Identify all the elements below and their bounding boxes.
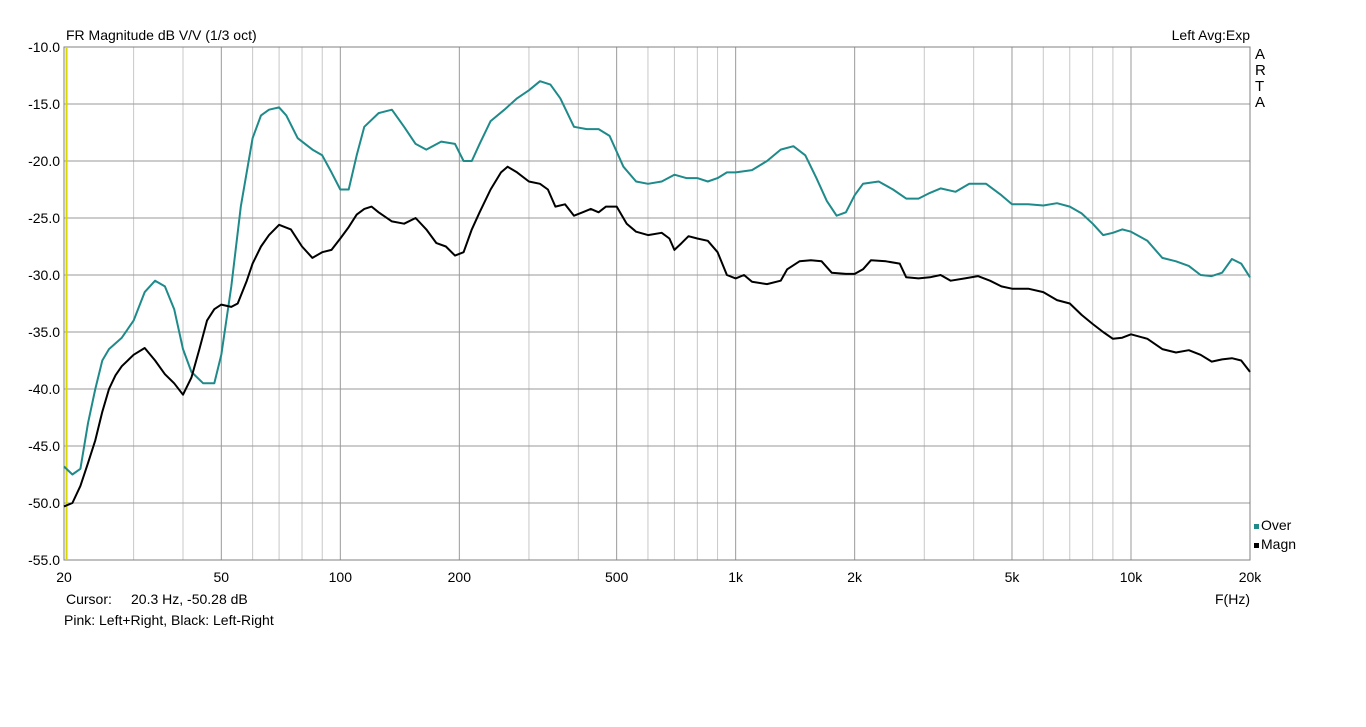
legend-item-over: Over bbox=[1254, 517, 1291, 533]
legend-swatch-over bbox=[1254, 523, 1259, 529]
x-tick-label: 10k bbox=[1120, 569, 1144, 585]
y-tick-label: -25.0 bbox=[28, 210, 60, 226]
x-tick-label: 20 bbox=[56, 569, 72, 585]
legend-label-magn: Magn bbox=[1261, 536, 1297, 552]
y-tick-labels: -10.0 -15.0 -20.0 -25.0 -30.0 -35.0 -40.0 -45.0… bbox=[28, 39, 60, 568]
x-tick-label: 1k bbox=[728, 569, 744, 585]
arta-logo-letter: R bbox=[1255, 62, 1266, 79]
x-tick-label: 200 bbox=[448, 569, 472, 585]
y-tick-label: -40.0 bbox=[28, 381, 60, 397]
legend-label-over: Over bbox=[1261, 517, 1292, 533]
y-tick-label: -20.0 bbox=[28, 153, 60, 169]
arta-logo: A R T A bbox=[1255, 47, 1269, 111]
y-tick-label: -30.0 bbox=[28, 267, 60, 283]
legend-item-magn: Magn bbox=[1254, 536, 1296, 552]
y-tick-label: -55.0 bbox=[28, 552, 60, 568]
y-tick-label: -35.0 bbox=[28, 324, 60, 340]
x-tick-label: 20k bbox=[1239, 569, 1263, 585]
x-tick-label: 50 bbox=[214, 569, 230, 585]
x-axis-label: F(Hz) bbox=[1215, 591, 1250, 607]
trace-color-note: Pink: Left+Right, Black: Left-Right bbox=[64, 612, 274, 628]
arta-logo-letter: A bbox=[1255, 94, 1266, 111]
plot-grid bbox=[64, 47, 1250, 560]
cursor-readout-label: Cursor: bbox=[66, 591, 112, 607]
cursor-readout-value: 20.3 Hz, -50.28 dB bbox=[131, 591, 248, 607]
y-tick-label: -10.0 bbox=[28, 39, 60, 55]
chart-title: FR Magnitude dB V/V (1/3 oct) bbox=[66, 27, 257, 43]
x-tick-label: 5k bbox=[1005, 569, 1021, 585]
x-tick-labels: 20 50 100 200 500 1k 2k 5k 10k 20k bbox=[56, 569, 1262, 585]
arta-logo-letter: A bbox=[1255, 46, 1266, 63]
series-line-over bbox=[63, 80, 1251, 476]
x-tick-label: 500 bbox=[605, 569, 629, 585]
series-line-magn bbox=[63, 165, 1251, 508]
channel-averaging-info: Left Avg:Exp bbox=[1171, 27, 1250, 43]
x-tick-label: 2k bbox=[847, 569, 863, 585]
legend-swatch-magn bbox=[1254, 542, 1259, 548]
x-tick-label: 100 bbox=[329, 569, 353, 585]
arta-logo-letter: T bbox=[1255, 78, 1265, 95]
y-tick-label: -45.0 bbox=[28, 438, 60, 454]
y-tick-label: -50.0 bbox=[28, 495, 60, 511]
series-layer bbox=[63, 80, 1251, 508]
y-tick-label: -15.0 bbox=[28, 96, 60, 112]
plot-frame bbox=[63, 46, 1251, 561]
